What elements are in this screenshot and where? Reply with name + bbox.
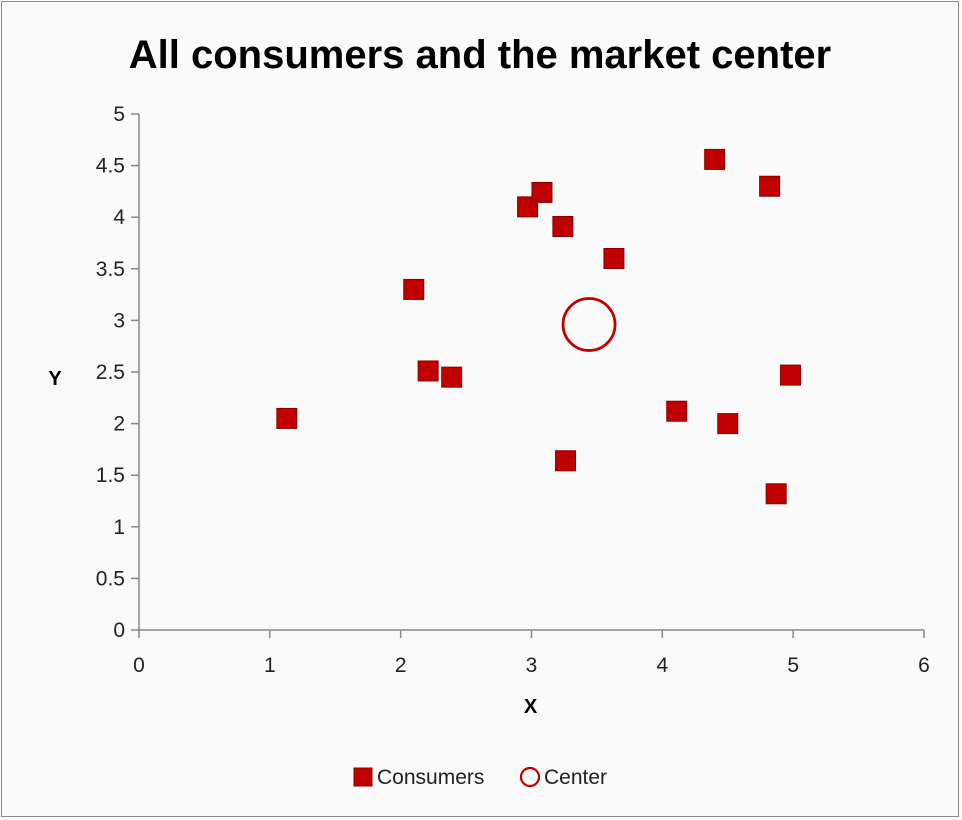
- consumer-point: [666, 400, 688, 422]
- legend-consumers-label: Consumers: [377, 766, 484, 789]
- consumer-point: [276, 407, 298, 429]
- x-axis-label: X: [524, 696, 538, 718]
- consumer-point: [704, 148, 726, 170]
- consumer-point: [759, 175, 781, 197]
- y-ticks: 0 0.5 1 1.5 2 2.5 3 3.5 4 4.5 5: [96, 103, 139, 642]
- legend-center-marker: [519, 766, 541, 788]
- y-tick-label: 4: [113, 206, 125, 229]
- x-tick-label: 3: [526, 654, 538, 677]
- consumer-point: [552, 215, 574, 237]
- chart-title: All consumers and the market center: [129, 33, 831, 77]
- y-tick-label: 2.5: [96, 361, 125, 384]
- consumer-point: [417, 360, 439, 382]
- legend: Consumers Center: [353, 766, 607, 789]
- y-tick-label: 0: [113, 619, 125, 642]
- y-axis-label: Y: [48, 368, 62, 390]
- y-tick-label: 5: [113, 103, 125, 126]
- consumer-point: [780, 364, 802, 386]
- x-tick-label: 6: [918, 654, 930, 677]
- y-tick-label: 3: [113, 309, 125, 332]
- y-tick-label: 1.5: [96, 464, 125, 487]
- y-tick-label: 1: [113, 516, 125, 539]
- y-tick-label: 4.5: [96, 155, 125, 178]
- legend-center-label: Center: [544, 766, 607, 789]
- y-tick-label: 0.5: [96, 567, 125, 590]
- consumer-point: [717, 413, 739, 435]
- x-tick-label: 5: [787, 654, 799, 677]
- legend-consumers-marker: [353, 767, 373, 787]
- consumer-point: [555, 450, 577, 472]
- y-tick-label: 2: [113, 413, 125, 436]
- x-tick-label: 2: [395, 654, 407, 677]
- y-tick-label: 3.5: [96, 258, 125, 281]
- x-ticks: 0 1 2 3 4 5 6: [133, 630, 930, 677]
- x-tick-label: 1: [264, 654, 276, 677]
- x-tick-label: 0: [133, 654, 145, 677]
- data-points: [276, 148, 802, 505]
- consumer-point: [531, 181, 553, 203]
- consumer-point: [765, 483, 787, 505]
- x-tick-label: 4: [656, 654, 668, 677]
- consumer-point: [403, 278, 425, 300]
- consumer-point: [441, 366, 463, 388]
- consumer-point: [603, 247, 625, 269]
- center-point: [561, 297, 617, 352]
